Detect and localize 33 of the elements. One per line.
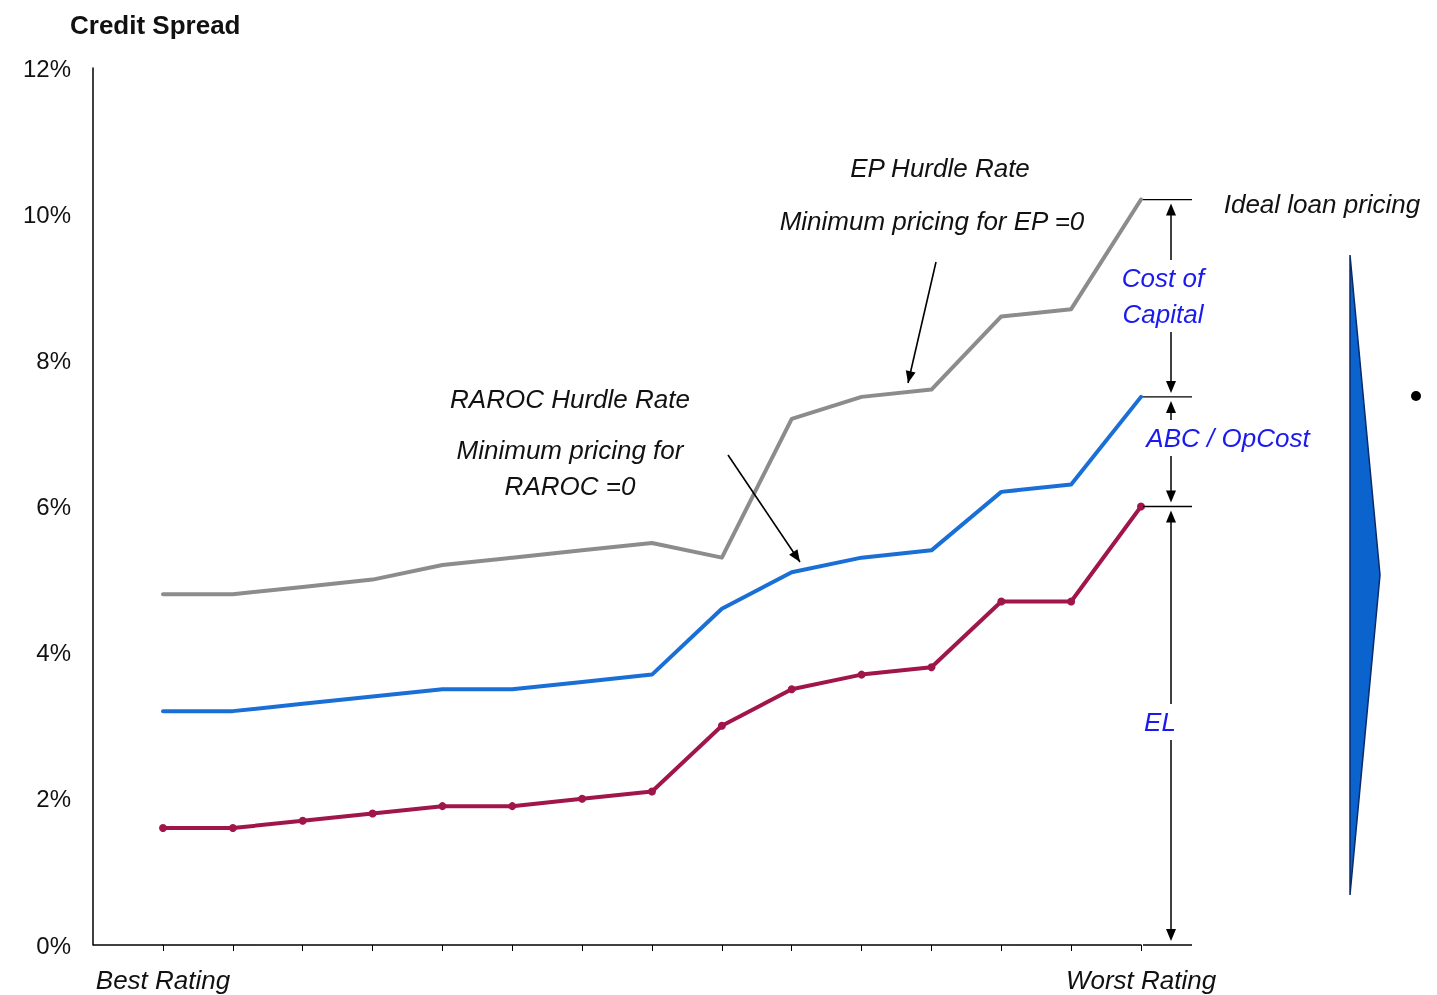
point [787, 685, 796, 694]
text: Ideal loan pricing [1223, 188, 1421, 221]
text: ABC / OpCost [1146, 420, 1310, 456]
point [228, 824, 237, 833]
annotation: Minimum pricing for EP =0 [779, 205, 1085, 238]
point [648, 787, 656, 796]
annotation: RAROC Hurdle Rate [450, 383, 690, 416]
point [997, 597, 1006, 606]
point [717, 721, 726, 730]
point [1137, 502, 1145, 511]
annotation: Minimum pricing for RAROC =0 [455, 434, 686, 503]
y-tick-label: 8% [36, 346, 71, 374]
y-tick-label: 4% [36, 639, 71, 667]
point [508, 802, 517, 811]
point [927, 663, 936, 672]
x-tick-label: Worst Rating [1065, 965, 1217, 995]
point [438, 802, 447, 811]
y-tick-label: 6% [36, 493, 71, 520]
point [298, 816, 307, 825]
point [578, 794, 587, 803]
y-axis-title: Credit Spread [70, 10, 241, 40]
point [159, 824, 167, 833]
point [857, 670, 866, 679]
y-tick-label: 2% [36, 785, 71, 813]
y-tick-label: 10% [22, 200, 71, 228]
point [368, 809, 377, 818]
y-tick-label: 0% [36, 931, 71, 959]
annotation: Cost of Capital [1108, 260, 1218, 332]
annotation: EP Hurdle Rate [850, 152, 1030, 185]
point [1067, 597, 1076, 606]
text: EL [1144, 704, 1176, 740]
y-tick-label: 12% [22, 54, 71, 82]
x-tick-label: Best Rating [95, 965, 231, 995]
